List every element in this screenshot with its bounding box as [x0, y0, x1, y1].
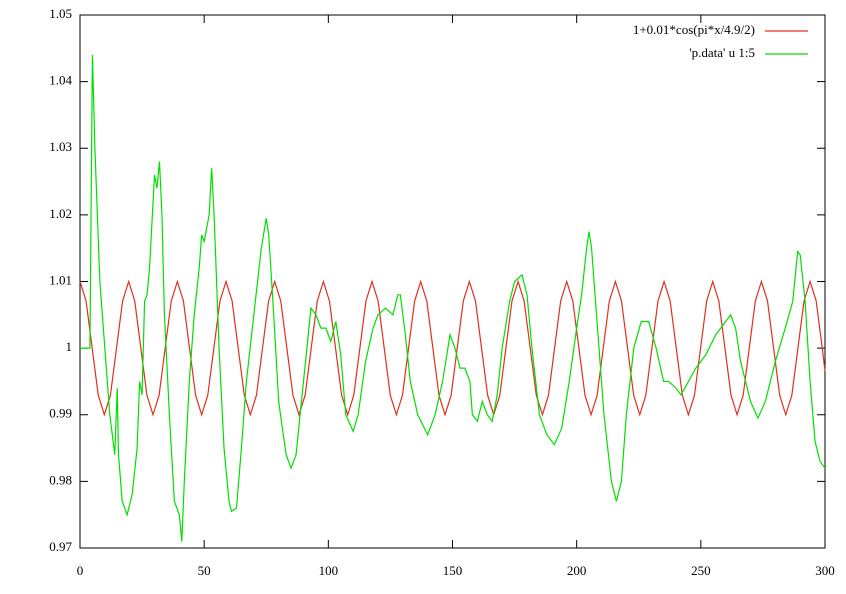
legend-label: 1+0.01*cos(pi*x/4.9/2)	[633, 22, 755, 37]
x-tick-label: 150	[443, 563, 463, 578]
y-tick-label: 1.03	[49, 139, 72, 154]
y-tick-label: 1	[66, 339, 73, 354]
x-tick-label: 50	[198, 563, 211, 578]
series-line	[79, 279, 826, 417]
x-tick-label: 250	[691, 563, 711, 578]
y-tick-label: 0.97	[49, 539, 72, 554]
y-tick-label: 0.99	[49, 406, 72, 421]
y-tick-label: 1.02	[49, 206, 72, 221]
series-line	[80, 54, 826, 542]
y-tick-label: 1.04	[49, 73, 72, 88]
y-tick-label: 1.01	[49, 272, 72, 287]
y-tick-label: 1.05	[49, 6, 72, 21]
x-tick-label: 0	[77, 563, 84, 578]
y-tick-label: 0.98	[49, 472, 72, 487]
x-tick-label: 300	[815, 563, 835, 578]
x-tick-label: 200	[567, 563, 587, 578]
x-tick-label: 100	[319, 563, 339, 578]
legend-label: 'p.data' u 1:5	[689, 45, 755, 60]
